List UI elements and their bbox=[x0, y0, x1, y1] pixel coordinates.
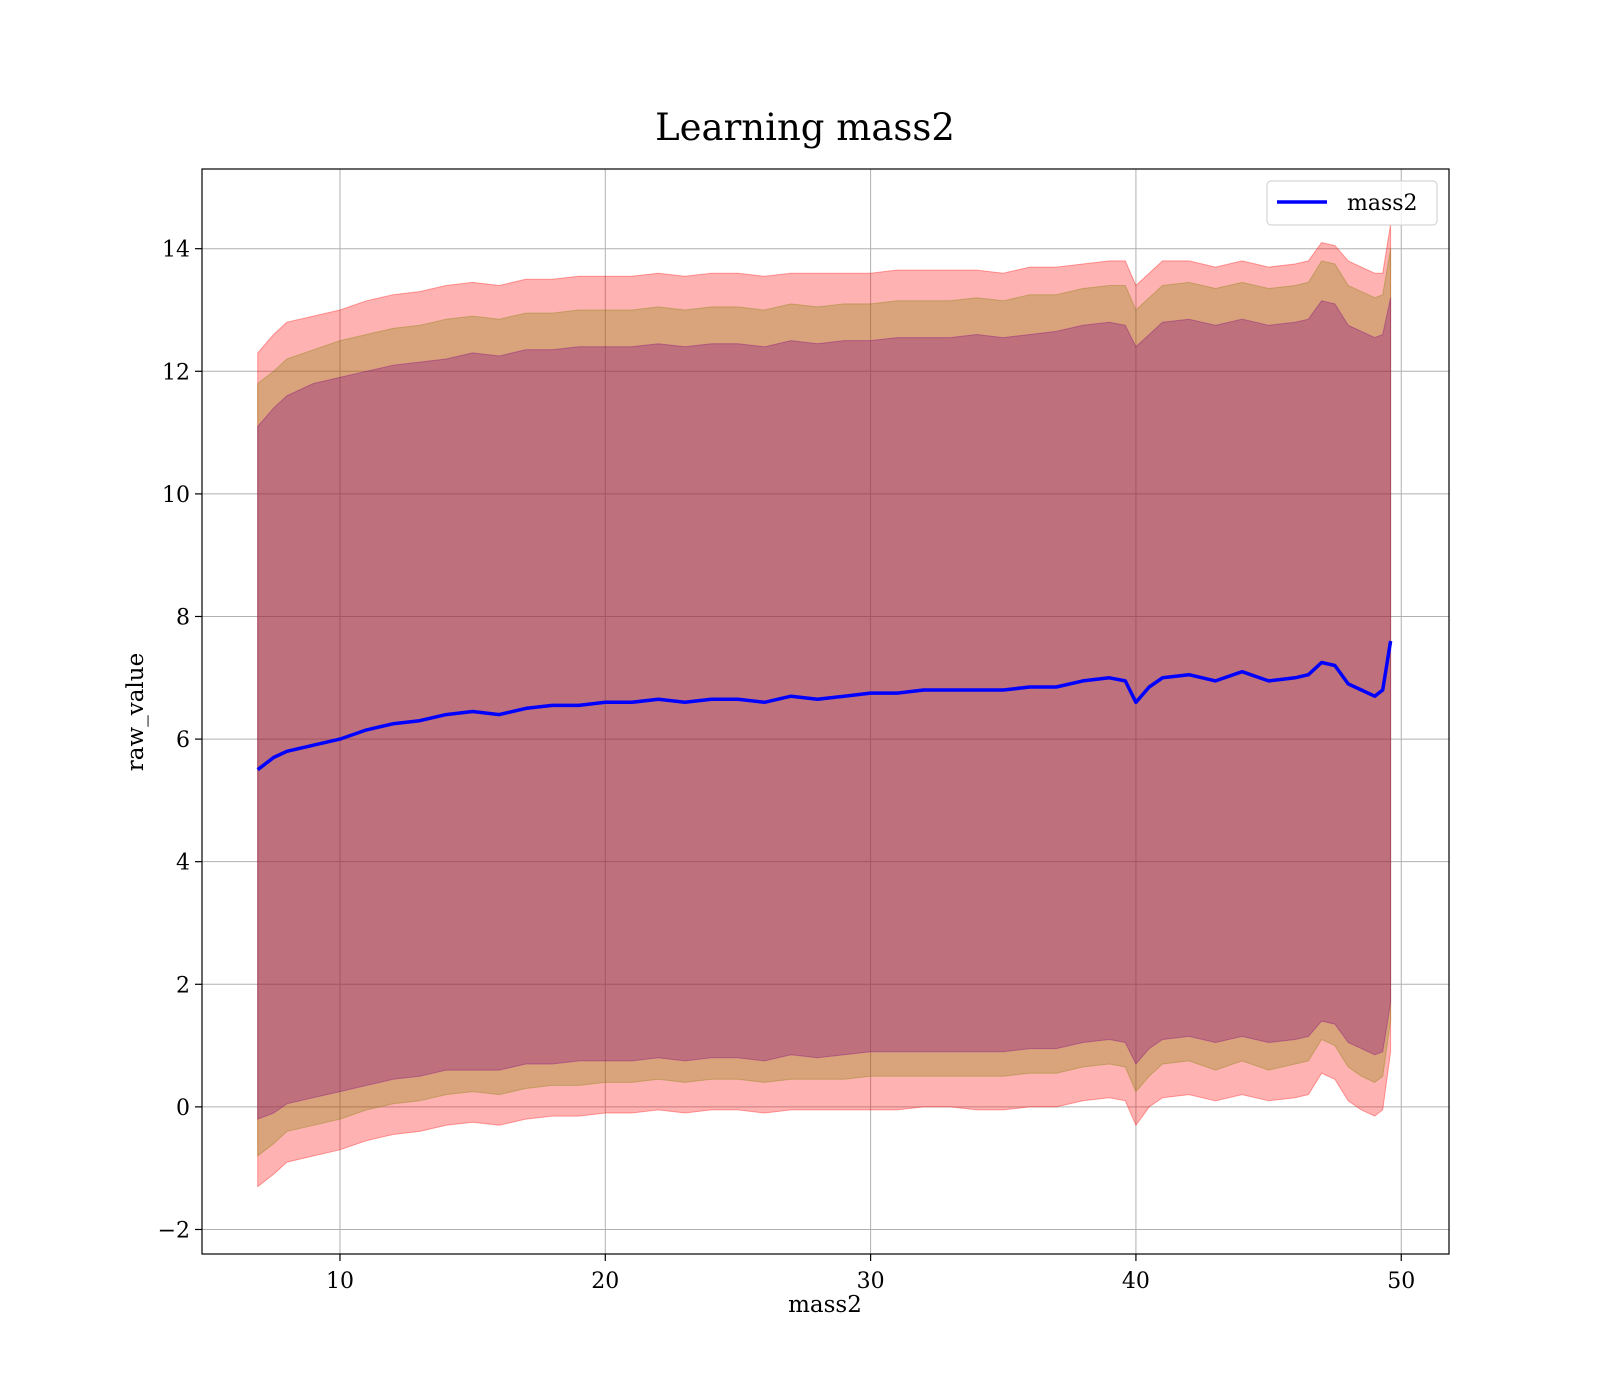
legend-box bbox=[1266, 180, 1438, 226]
legend-label: mass2 bbox=[1347, 191, 1418, 216]
x-tick-label: 40 bbox=[1122, 1269, 1150, 1294]
y-tick-label: 14 bbox=[162, 238, 190, 263]
x-tick-label: 50 bbox=[1387, 1269, 1415, 1294]
y-tick-label: 10 bbox=[162, 483, 190, 508]
y-tick-label: −2 bbox=[158, 1218, 190, 1243]
grid-lines bbox=[202, 169, 1449, 1254]
inner-band-area bbox=[257, 297, 1392, 1120]
x-tick-label: 10 bbox=[326, 1269, 354, 1294]
series-lines bbox=[256, 640, 1393, 772]
x-tick-label: 30 bbox=[857, 1269, 885, 1294]
y-tick-label: 0 bbox=[176, 1096, 190, 1121]
y-tick-label: 12 bbox=[162, 360, 190, 385]
plot-frame bbox=[201, 168, 1450, 1255]
band-fills bbox=[257, 224, 1392, 1188]
y-axis-label: raw_value bbox=[123, 653, 149, 771]
y-tick-label: 4 bbox=[176, 851, 190, 876]
outer-band-area bbox=[257, 224, 1392, 1188]
chart-title: Learning mass2 bbox=[655, 106, 955, 149]
middle-band-area bbox=[257, 248, 1392, 1157]
y-tick-label: 2 bbox=[176, 973, 190, 998]
y-axis-ticks: −2 0 2 4 6 8 10 12 14 bbox=[158, 238, 202, 1243]
series-line-mass2 bbox=[256, 640, 1393, 772]
legend: mass2 bbox=[1266, 180, 1438, 226]
y-tick-label: 6 bbox=[176, 728, 190, 753]
x-tick-label: 20 bbox=[591, 1269, 619, 1294]
x-axis-ticks: 10 20 30 40 50 bbox=[326, 1254, 1415, 1294]
y-tick-label: 8 bbox=[176, 605, 190, 630]
x-axis-label: mass2 bbox=[788, 1292, 862, 1318]
